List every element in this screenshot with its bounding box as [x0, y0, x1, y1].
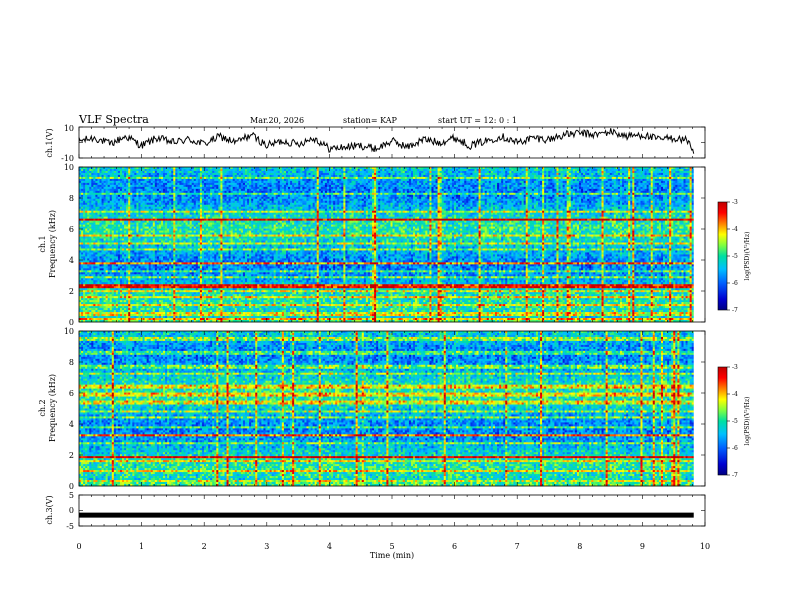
time-tick-3: 3 — [264, 542, 269, 551]
ch2-cb-tick-m5: -5 — [732, 418, 738, 425]
ch1-ytick-top: 10 — [64, 124, 74, 133]
ch2-freq-tick-6: 6 — [69, 389, 74, 398]
time-axis: 0 1 2 3 4 5 6 7 8 9 10 Time (min) — [76, 542, 710, 560]
ch1-freq-tick-0: 0 — [69, 318, 74, 327]
figure-title: VLF Spectra — [78, 113, 149, 126]
ch2-freq-tick-2: 2 — [69, 451, 74, 460]
ch1-cb-tick-m6: -6 — [732, 280, 738, 287]
ch1-cb-tick-m7: -7 — [732, 307, 738, 314]
ch1-freq-tick-4: 4 — [69, 256, 74, 265]
time-tick-2: 2 — [202, 542, 207, 551]
ch1-waveform-ylabel: ch.1(V) — [45, 128, 54, 157]
ch2-colorbar-ticks — [727, 366, 730, 476]
ch2-colorbar-label: log(PSD)(V²/Hz) — [744, 397, 751, 446]
time-axis-label: Time (min) — [370, 551, 414, 560]
ch2-spectrogram-ticks — [78, 330, 706, 487]
ch1-cb-tick-m5: -5 — [732, 253, 738, 260]
ch3-ytick-m5: -5 — [66, 522, 74, 531]
ch2-cb-tick-m6: -6 — [732, 445, 738, 452]
station-label: station= KAP — [343, 116, 398, 125]
ch1-spectrogram — [79, 167, 705, 323]
ch1-ytick-bottom: -10 — [61, 154, 74, 163]
ch3-waveform-panel: 5 0 -5 ch.3(V) — [45, 491, 706, 531]
ch2-cb-tick-m4: -4 — [732, 391, 738, 398]
time-tick-7: 7 — [515, 542, 520, 551]
start-ut-label: start UT = 12: 0 : 1 — [438, 116, 517, 125]
time-tick-8: 8 — [577, 542, 582, 551]
ch2-freq-tick-4: 4 — [69, 420, 74, 429]
time-tick-1: 1 — [139, 542, 144, 551]
ch1-freq-tick-10: 10 — [64, 163, 74, 172]
ch2-freq-tick-0: 0 — [69, 482, 74, 491]
ch1-waveform-line — [78, 128, 695, 154]
ch1-freq-tick-6: 6 — [69, 225, 74, 234]
ch1-waveform-ticks — [78, 126, 706, 159]
time-tick-10: 10 — [700, 542, 710, 551]
ch3-ytick-0: 0 — [69, 506, 74, 515]
ch2-freq-tick-8: 8 — [69, 358, 74, 367]
ch2-cb-tick-m7: -7 — [732, 472, 738, 479]
time-tick-5: 5 — [389, 542, 394, 551]
ch2-freq-tick-10: 10 — [64, 327, 74, 336]
ch3-waveform-ticks — [78, 494, 706, 527]
ch1-freq-tick-2: 2 — [69, 287, 74, 296]
time-tick-9: 9 — [640, 542, 645, 551]
ch1-spectrogram-ticks — [78, 166, 706, 323]
date-label: Mar.20, 2026 — [250, 116, 304, 125]
ch1-colorbar-gradient — [717, 201, 728, 311]
ch2-spectrogram — [79, 331, 705, 487]
ch1-cb-tick-m3: -3 — [732, 199, 738, 206]
ch1-colorbar-label: log(PSD)(V²/Hz) — [744, 232, 751, 281]
time-tick-4: 4 — [327, 542, 332, 551]
ch1-waveform-frame — [78, 126, 706, 159]
ch3-ytick-5: 5 — [69, 491, 74, 500]
ch3-waveform-ylabel: ch.3(V) — [45, 495, 54, 524]
ch1-spectrogram-panel: 0 2 4 6 8 10 ch.1 Frequency (kHz) — [38, 163, 706, 327]
ch1-spectrogram-ylabel: ch.1 — [38, 235, 47, 252]
ch1-colorbar: -3 -4 -5 -6 -7 log(PSD)(V²/Hz) — [717, 199, 751, 314]
time-tick-6: 6 — [452, 542, 457, 551]
ch1-cb-tick-m4: -4 — [732, 226, 738, 233]
ch2-spectrogram-panel: 0 2 4 6 8 10 ch.2 Frequency (kHz) — [38, 327, 706, 491]
ch1-waveform-panel: 10 -10 ch.1(V) — [45, 124, 706, 163]
time-tick-0: 0 — [76, 542, 81, 551]
ch2-cb-tick-m3: -3 — [732, 364, 738, 371]
ch2-spectrogram-ylabel: ch.2 — [38, 399, 47, 416]
ch3-waveform-frame — [78, 494, 706, 527]
ch2-colorbar-gradient — [717, 366, 728, 476]
ch1-waveform-path — [78, 128, 695, 154]
ch1-freq-tick-8: 8 — [69, 194, 74, 203]
ch1-frequency-axis-label: Frequency (kHz) — [48, 210, 57, 278]
ch2-frequency-axis-label: Frequency (kHz) — [48, 374, 57, 442]
ch2-colorbar: -3 -4 -5 -6 -7 log(PSD)(V²/Hz) — [717, 364, 751, 479]
ch1-colorbar-ticks — [727, 201, 730, 311]
